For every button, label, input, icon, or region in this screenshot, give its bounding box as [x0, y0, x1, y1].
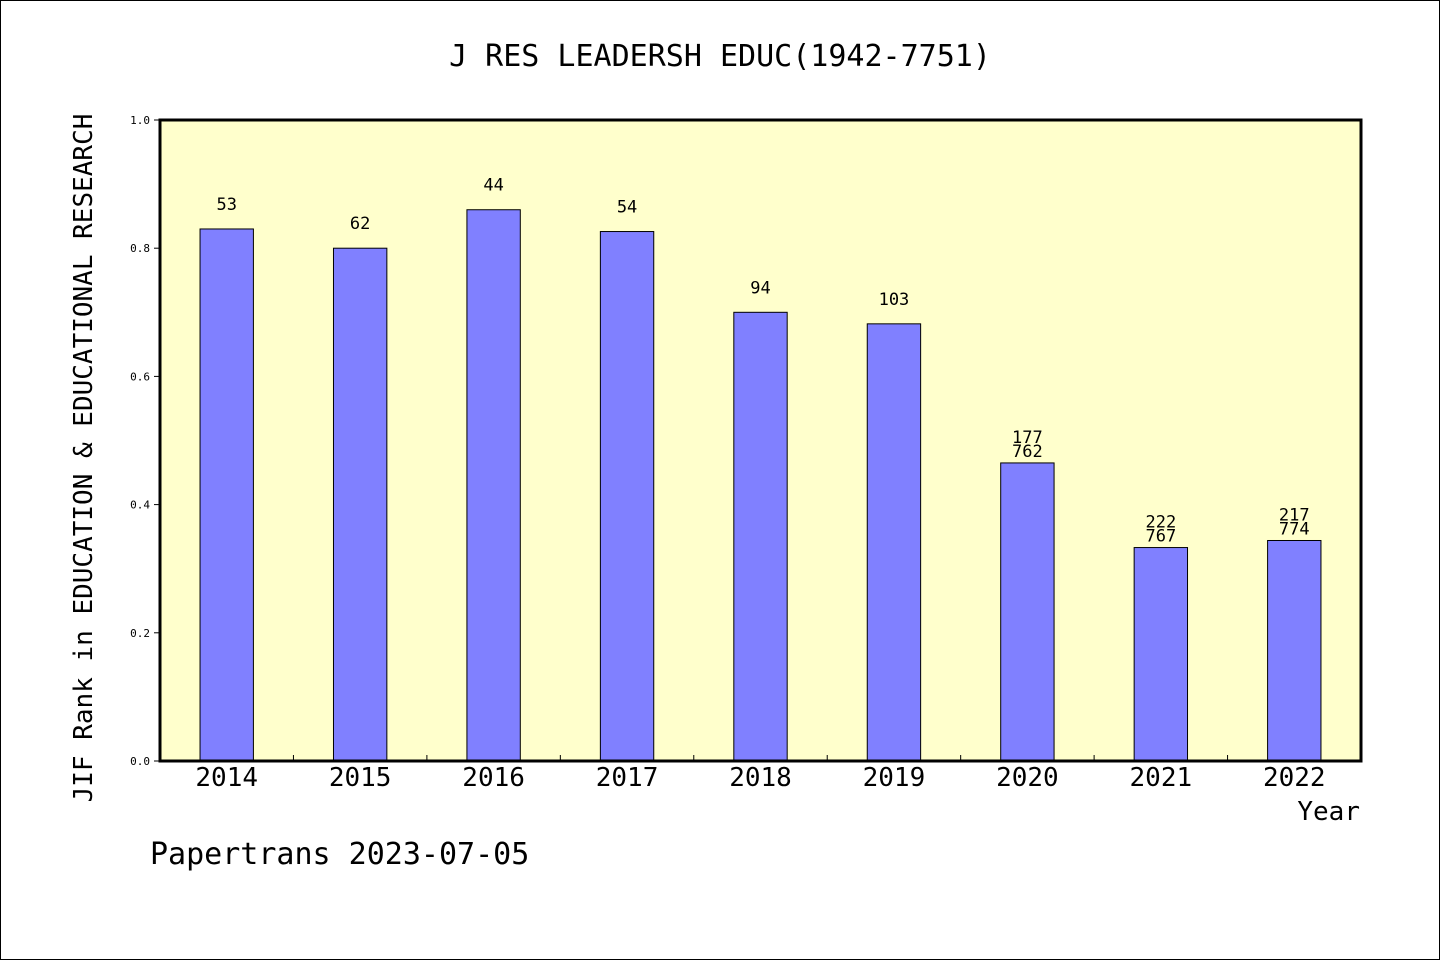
bar-2016 — [466, 209, 521, 762]
plot-border — [158, 118, 1363, 763]
y-axis-label: JIF Rank in EDUCATION & EDUCATIONAL RESE… — [69, 114, 99, 803]
y-tick-label: 0.2 — [130, 627, 150, 640]
bar-label-2022-line-1: 217 — [1279, 505, 1310, 525]
bar-label-2016: 44 — [483, 176, 503, 196]
x-tick-label-2015: 2015 — [329, 763, 392, 793]
y-tick-label: 1.0 — [130, 114, 150, 127]
bar-label-2019: 103 — [879, 290, 910, 310]
x-tick-label-2018: 2018 — [729, 763, 792, 793]
bars-group — [199, 209, 1322, 762]
x-tick-label-2014: 2014 — [195, 763, 258, 793]
x-tick-label-2016: 2016 — [462, 763, 525, 793]
bar-label-2017: 54 — [617, 198, 637, 218]
y-tick-label: 0.4 — [130, 499, 150, 512]
y-tick-label: 0.8 — [130, 242, 150, 255]
x-tick-label-2022: 2022 — [1263, 763, 1326, 793]
bar-2018 — [733, 311, 788, 762]
y-axis: 0.0 0.2 0.4 0.6 0.8 1.0 — [130, 114, 160, 768]
bar-2014 — [199, 228, 254, 762]
x-axis: 2014 2015 2016 2017 2018 2019 2020 2021 2022 — [195, 755, 1326, 793]
bar-2017 — [599, 231, 655, 762]
y-tick-label: 0.6 — [130, 370, 150, 383]
bar-label-2021-line-2: 767 — [1145, 527, 1176, 547]
bar-2022 — [1267, 539, 1322, 762]
bar-2020 — [1000, 462, 1055, 762]
x-tick-label-2019: 2019 — [863, 763, 926, 793]
bar-label-2014: 53 — [216, 195, 236, 215]
bar-label-2018: 94 — [750, 278, 770, 298]
bar-label-2022-line-2: 774 — [1279, 519, 1310, 539]
x-tick-label-2020: 2020 — [996, 763, 1059, 793]
bar-2015 — [332, 247, 388, 762]
x-axis-label: Year — [1297, 797, 1360, 827]
x-tick-label-2021: 2021 — [1130, 763, 1193, 793]
x-tick-label-2017: 2017 — [596, 763, 659, 793]
bar-label-2015: 62 — [350, 214, 370, 234]
bar-label-2020-line-2: 762 — [1012, 442, 1043, 462]
bar-label-2020-line-1: 177 — [1012, 428, 1043, 448]
bar-2021 — [1133, 547, 1189, 762]
y-tick-label: 0.0 — [130, 755, 150, 768]
footer-credit: Papertrans 2023-07-05 — [150, 837, 529, 872]
bar-2019 — [866, 323, 922, 762]
bar-label-2021-line-1: 222 — [1145, 513, 1176, 533]
chart-title: J RES LEADERSH EDUC(1942-7751) — [449, 39, 991, 74]
